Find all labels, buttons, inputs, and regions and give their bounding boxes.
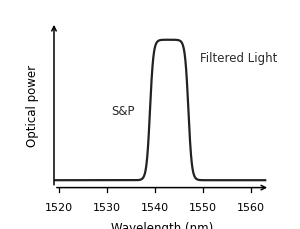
Text: Optical power: Optical power [26,64,39,146]
Text: 1550: 1550 [189,202,217,212]
Text: Wavelength (nm): Wavelength (nm) [111,221,213,229]
Text: 1560: 1560 [237,202,265,212]
Text: 1520: 1520 [45,202,73,212]
Text: 1530: 1530 [93,202,121,212]
Text: 1540: 1540 [141,202,169,212]
Text: S&P: S&P [112,105,135,118]
Text: Filtered Light: Filtered Light [200,52,278,65]
